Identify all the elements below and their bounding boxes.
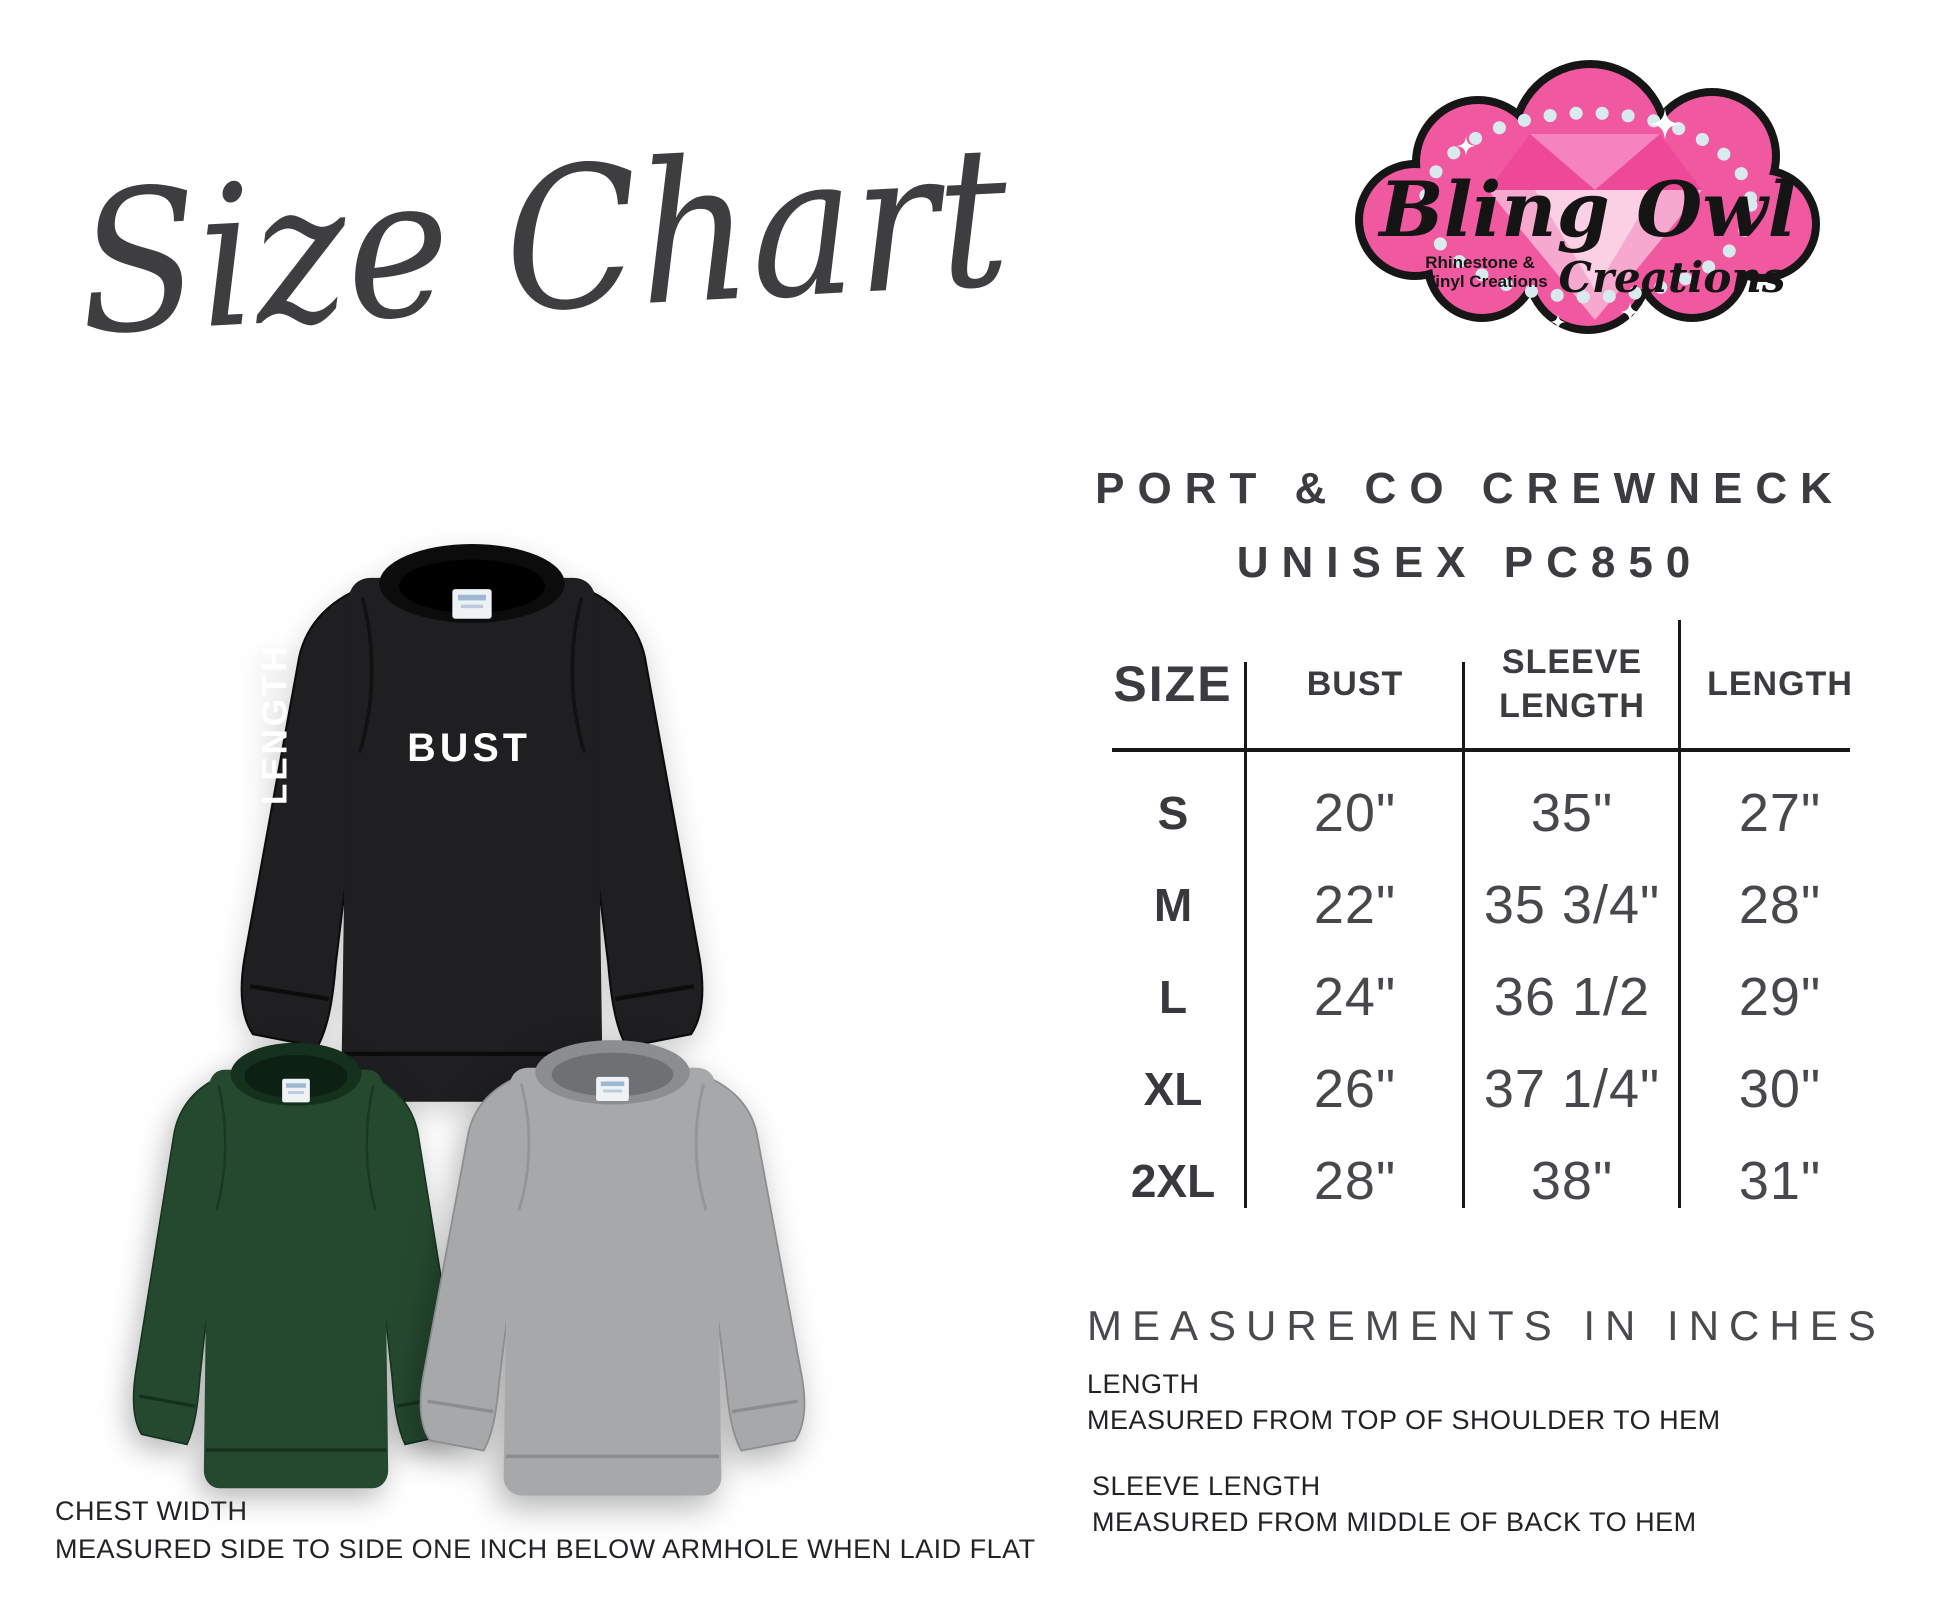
row-label-s: S: [1157, 787, 1189, 839]
bling-owl-logo: Bling Owl Creations Rhinestone & Vinyl C…: [1355, 60, 1820, 334]
row-label-2xl: 2XL: [1130, 1155, 1216, 1207]
logo-tagline-line2: Vinyl Creations: [1424, 272, 1547, 291]
length-value-l: 29": [1738, 967, 1822, 1027]
length-value-xl: 30": [1738, 1059, 1822, 1119]
logo-creations-text: Creations: [1558, 253, 1785, 302]
chest-note-desc: MEASURED SIDE TO SIDE ONE INCH BELOW ARM…: [55, 1534, 1036, 1564]
product-title-line1: PORT & CO CREWNECK: [1095, 464, 1845, 513]
sleeve-value-l: 36 1/2: [1493, 967, 1651, 1027]
length-note-desc: MEASURED FROM TOP OF SHOULDER TO HEM: [1087, 1405, 1721, 1435]
sleeve-value-m: 35 3/4": [1483, 875, 1661, 935]
product-title-line2: UNISEX PC850: [1236, 538, 1704, 587]
bust-value-2xl: 28": [1313, 1151, 1397, 1211]
product-title: PORT & CO CREWNECK UNISEX PC850: [1080, 452, 1860, 600]
length-note: LENGTH MEASURED FROM TOP OF SHOULDER TO …: [1087, 1366, 1721, 1438]
col-header-length: LENGTH: [1707, 664, 1853, 703]
bust-value-xl: 26": [1313, 1059, 1397, 1119]
length-value-s: 27": [1738, 783, 1822, 843]
bust-value-l: 24": [1313, 967, 1397, 1027]
script-title: Size Chart: [73, 103, 1014, 378]
sleeve-value-s: 35": [1530, 783, 1614, 843]
table-divider-3: [1678, 620, 1681, 1208]
length-measure-label: LENGTH: [256, 644, 295, 806]
sparkle-icons: [1456, 108, 1681, 330]
sleeve-note-title: SLEEVE LENGTH: [1092, 1471, 1321, 1501]
size-table-grid: SIZE BUST SLEEVE LENGTH LENGTH S 20" 35"…: [1100, 618, 1880, 1211]
diamond-gem-icon: [1488, 134, 1702, 320]
table-divider-2: [1462, 662, 1465, 1208]
gray-crewneck-mockup: [420, 1040, 805, 1496]
sleeve-note-desc: MEASURED FROM MIDDLE OF BACK TO HEM: [1092, 1507, 1697, 1537]
col-header-size: SIZE: [1113, 655, 1233, 712]
rhinestone-border-icon: [1418, 106, 1758, 304]
length-value-2xl: 31": [1738, 1151, 1822, 1211]
bust-measure-label: BUST: [407, 726, 531, 770]
table-divider-1: [1244, 662, 1247, 1208]
row-label-m: M: [1153, 879, 1193, 931]
black-crewneck-mockup: BUST LENGTH: [241, 544, 703, 1102]
script-title-text: Size Chart: [73, 103, 1014, 378]
units-note: MEASUREMENTS IN INCHES: [1087, 1302, 1886, 1349]
table-header-rule: [1112, 748, 1850, 752]
length-note-title: LENGTH: [1087, 1369, 1200, 1399]
sleeve-value-xl: 37 1/4": [1483, 1059, 1661, 1119]
bust-value-m: 22": [1313, 875, 1397, 935]
sleeve-note: SLEEVE LENGTH MEASURED FROM MIDDLE OF BA…: [1092, 1468, 1697, 1540]
logo-tagline-line1: Rhinestone &: [1425, 253, 1535, 272]
col-header-bust: BUST: [1306, 664, 1404, 703]
row-label-xl: XL: [1143, 1063, 1203, 1115]
length-value-m: 28": [1738, 875, 1822, 935]
col-header-sleeve: SLEEVE LENGTH: [1499, 642, 1645, 725]
bust-value-s: 20": [1313, 783, 1397, 843]
size-table: SIZE BUST SLEEVE LENGTH LENGTH S 20" 35"…: [1100, 618, 1880, 1211]
chest-note: CHEST WIDTH MEASURED SIDE TO SIDE ONE IN…: [55, 1492, 1036, 1568]
logo-brand-text: Bling Owl: [1377, 165, 1796, 254]
row-label-l: L: [1158, 971, 1188, 1023]
chest-note-title: CHEST WIDTH: [55, 1496, 248, 1526]
sleeve-value-2xl: 38": [1530, 1151, 1614, 1211]
